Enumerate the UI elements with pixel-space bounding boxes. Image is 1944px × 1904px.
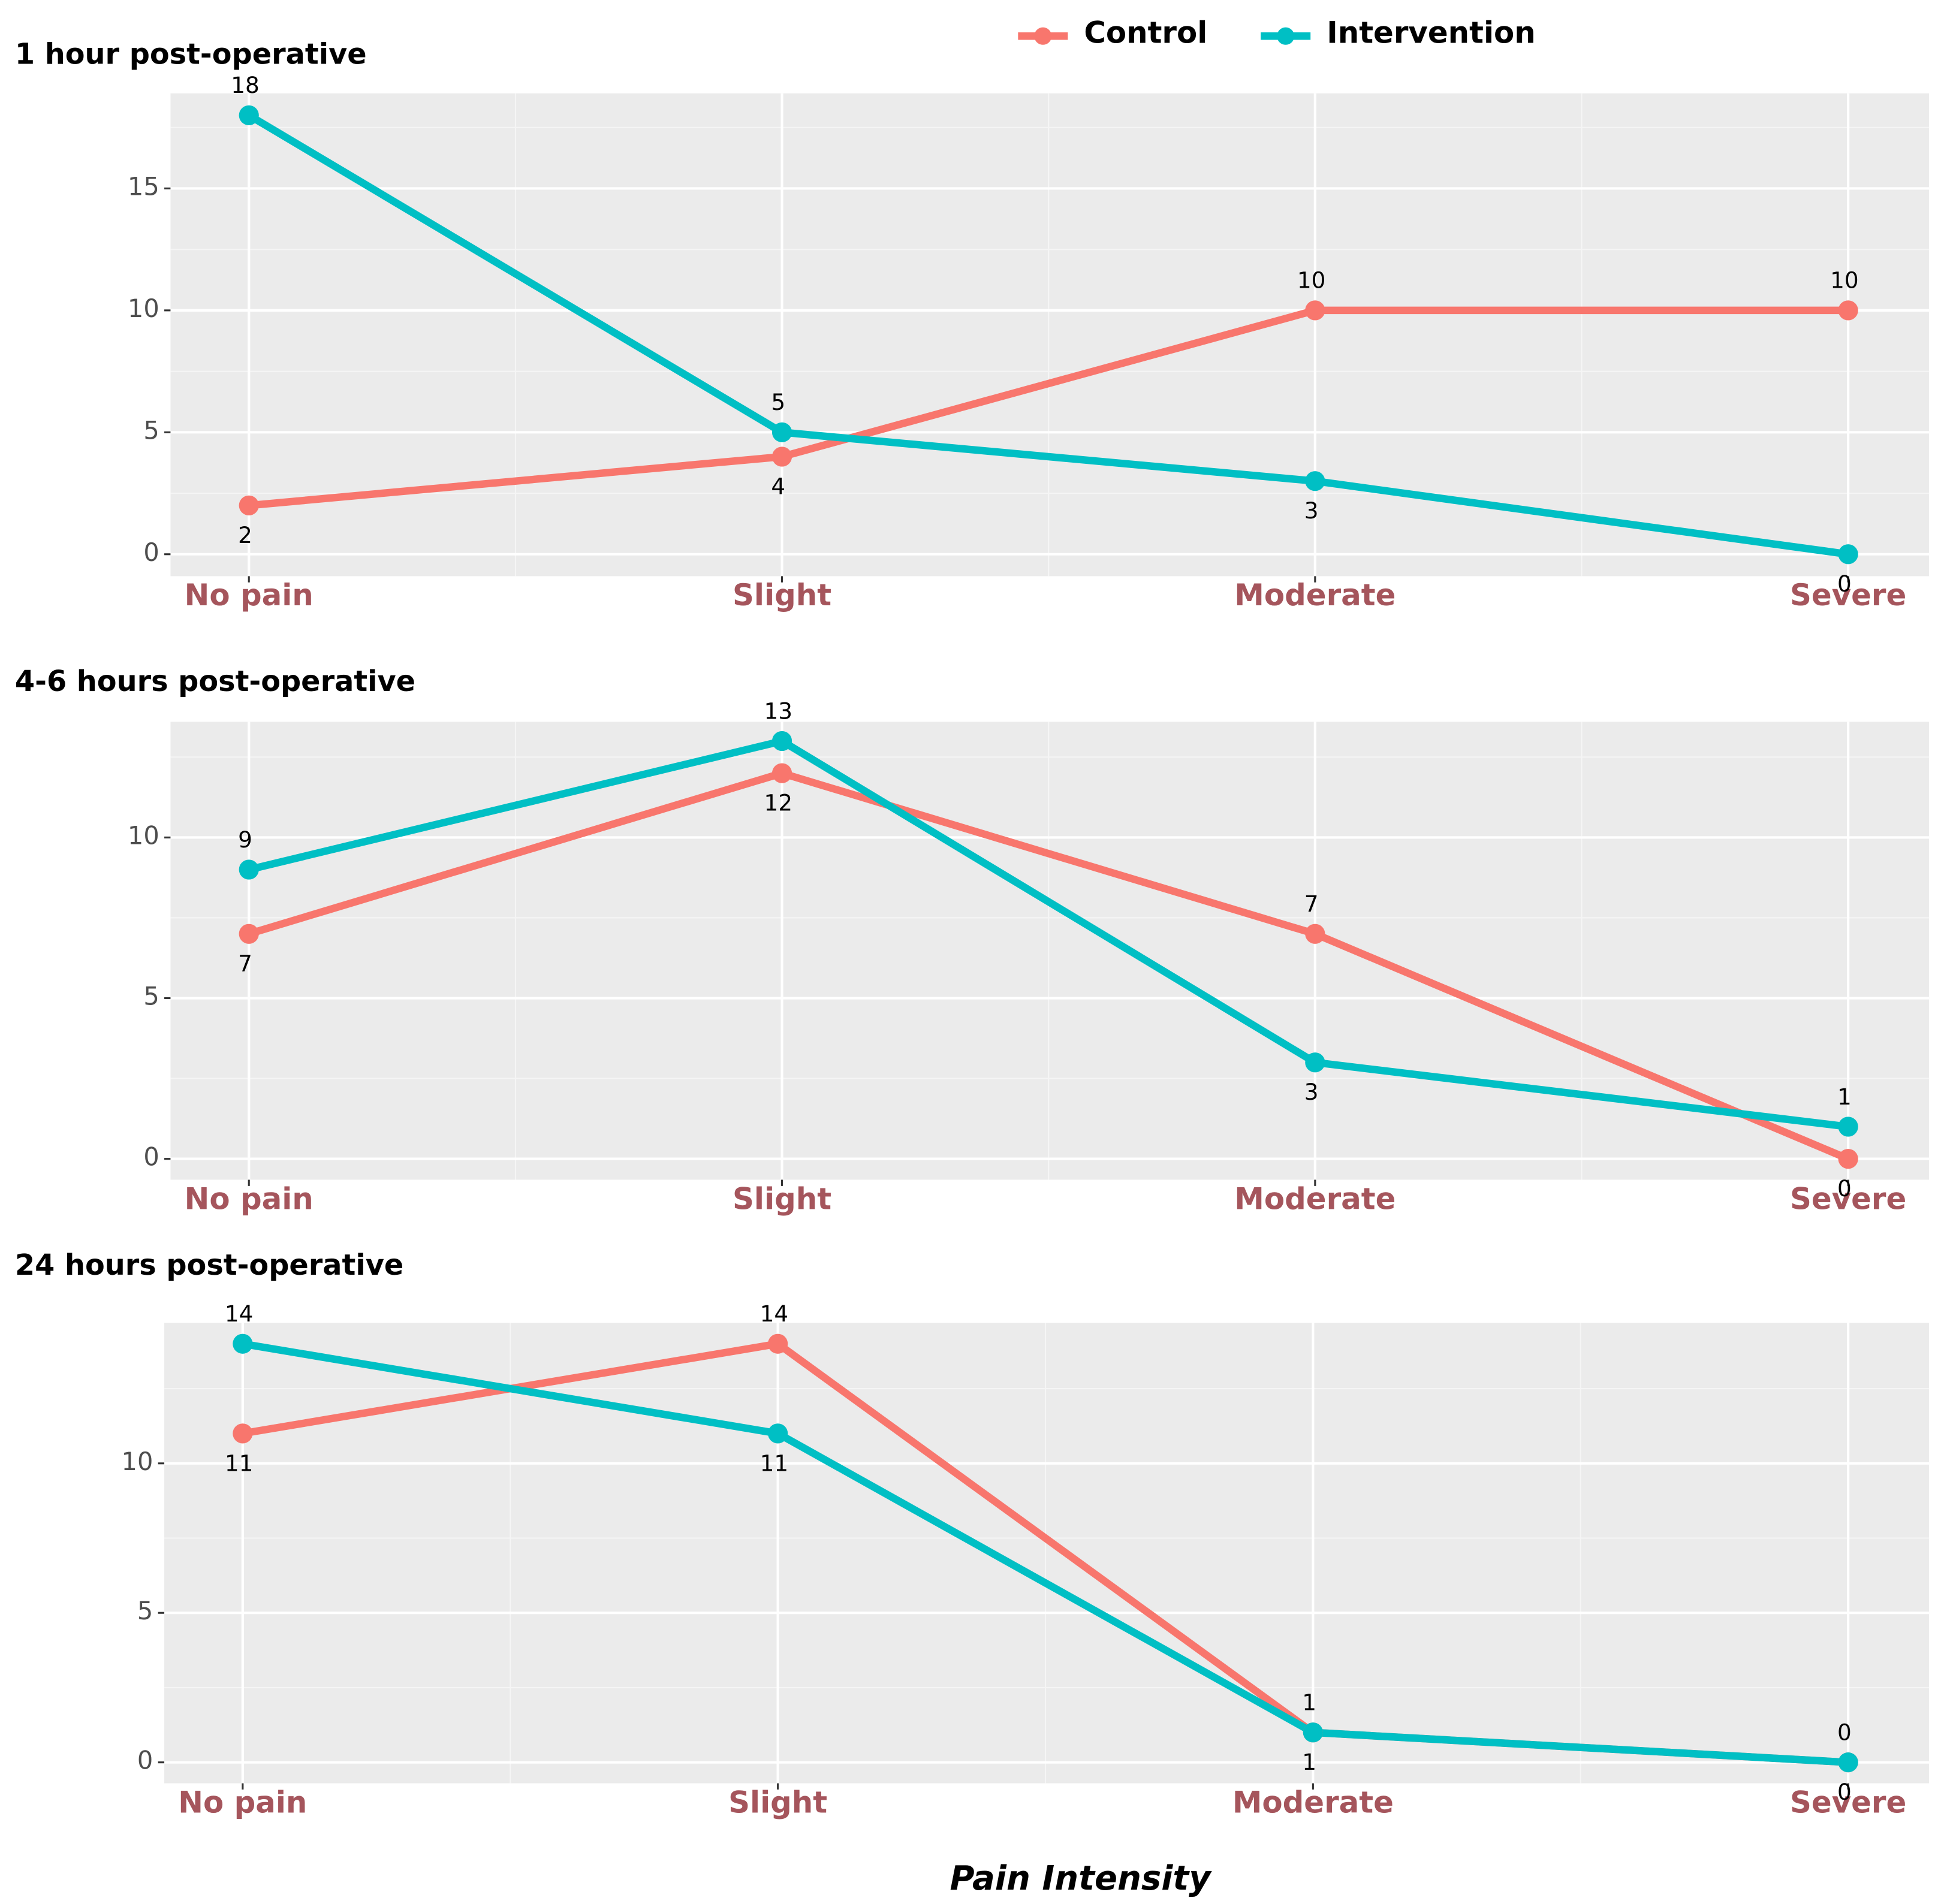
- data-label: 14: [760, 1300, 789, 1327]
- y-tick-label: 0: [137, 1746, 153, 1775]
- point: [1305, 1052, 1325, 1073]
- data-label: 10: [1297, 267, 1326, 294]
- series-line: [248, 306, 1849, 509]
- point: [233, 1333, 253, 1354]
- legend-marker: [1034, 27, 1052, 45]
- data-label: 7: [238, 951, 252, 977]
- data-label: 0: [1837, 1719, 1852, 1745]
- data-label: 1: [1837, 1084, 1852, 1110]
- point: [1305, 300, 1325, 321]
- y-tick-label: 15: [128, 171, 159, 201]
- series-line: [247, 112, 1849, 558]
- data-label: 1: [1302, 1689, 1316, 1716]
- x-tick-label: Slight: [728, 1785, 827, 1819]
- panel: [164, 1323, 1930, 1784]
- data-label: 18: [231, 72, 260, 98]
- legend-label: Intervention: [1327, 16, 1536, 50]
- point: [239, 105, 259, 125]
- y-tick-label: 5: [143, 415, 159, 445]
- y-tick-label: 10: [128, 820, 159, 850]
- x-tick-label: Severe: [1790, 1785, 1906, 1819]
- point: [771, 446, 792, 467]
- chart-title: 24 hours post-operative: [15, 1249, 403, 1282]
- series-line: [248, 769, 1850, 1163]
- y-tick-label: 5: [137, 1596, 153, 1625]
- data-label: 7: [1304, 891, 1319, 917]
- data-label: 1: [1302, 1749, 1316, 1775]
- point: [1838, 544, 1858, 565]
- point: [771, 731, 792, 752]
- chart-title: 4-6 hours post-operative: [15, 665, 415, 698]
- point: [239, 924, 259, 944]
- point: [771, 422, 792, 442]
- point: [771, 763, 792, 783]
- x-axis-label: Pain Intensity: [950, 1859, 1212, 1898]
- point: [239, 495, 259, 516]
- point: [768, 1333, 788, 1354]
- x-tick-label: Moderate: [1232, 1785, 1394, 1819]
- x-tick-label: Severe: [1790, 1181, 1906, 1216]
- data-label: 11: [760, 1450, 789, 1476]
- panel: [170, 722, 1930, 1180]
- x-tick-label: Slight: [733, 1181, 831, 1216]
- x-tick-label: No pain: [178, 1785, 307, 1819]
- data-label: 3: [1304, 1079, 1319, 1105]
- point: [1838, 300, 1858, 321]
- x-tick-label: No pain: [185, 1181, 314, 1216]
- data-label: 2: [238, 522, 252, 548]
- series-line: [248, 737, 1849, 1131]
- data-label: 0: [1837, 571, 1852, 597]
- point: [1838, 1117, 1858, 1137]
- x-tick-label: No pain: [185, 578, 314, 612]
- point: [1305, 471, 1325, 491]
- point: [1303, 1722, 1323, 1743]
- series-line: [242, 1340, 1849, 1766]
- point: [233, 1423, 253, 1444]
- y-tick-label: 5: [143, 982, 159, 1011]
- point: [1305, 924, 1325, 944]
- data-label: 14: [225, 1300, 254, 1327]
- point: [768, 1423, 788, 1444]
- legend-label: Control: [1084, 16, 1207, 50]
- data-label: 9: [238, 826, 252, 853]
- point: [1838, 1752, 1858, 1773]
- x-tick-label: Moderate: [1234, 578, 1396, 612]
- data-label: 0: [1837, 1175, 1852, 1202]
- x-tick-label: Severe: [1790, 578, 1906, 612]
- data-label: 0: [1837, 1779, 1852, 1805]
- y-tick-label: 0: [143, 538, 159, 567]
- panel: [170, 93, 1930, 577]
- y-tick-label: 10: [122, 1447, 153, 1476]
- x-tick-label: Slight: [733, 578, 831, 612]
- data-label: 11: [225, 1450, 254, 1476]
- data-label: 4: [771, 473, 785, 499]
- point: [1838, 1149, 1858, 1169]
- data-label: 5: [771, 389, 785, 415]
- data-label: 3: [1304, 497, 1319, 524]
- data-label: 12: [764, 790, 793, 816]
- legend-marker: [1277, 27, 1295, 45]
- x-tick-label: Moderate: [1234, 1181, 1396, 1216]
- y-tick-label: 0: [143, 1142, 159, 1172]
- chart-title: 1 hour post-operative: [15, 38, 367, 71]
- data-label: 13: [764, 698, 793, 724]
- data-label: 10: [1830, 267, 1859, 294]
- y-tick-label: 10: [128, 294, 159, 323]
- point: [239, 859, 259, 880]
